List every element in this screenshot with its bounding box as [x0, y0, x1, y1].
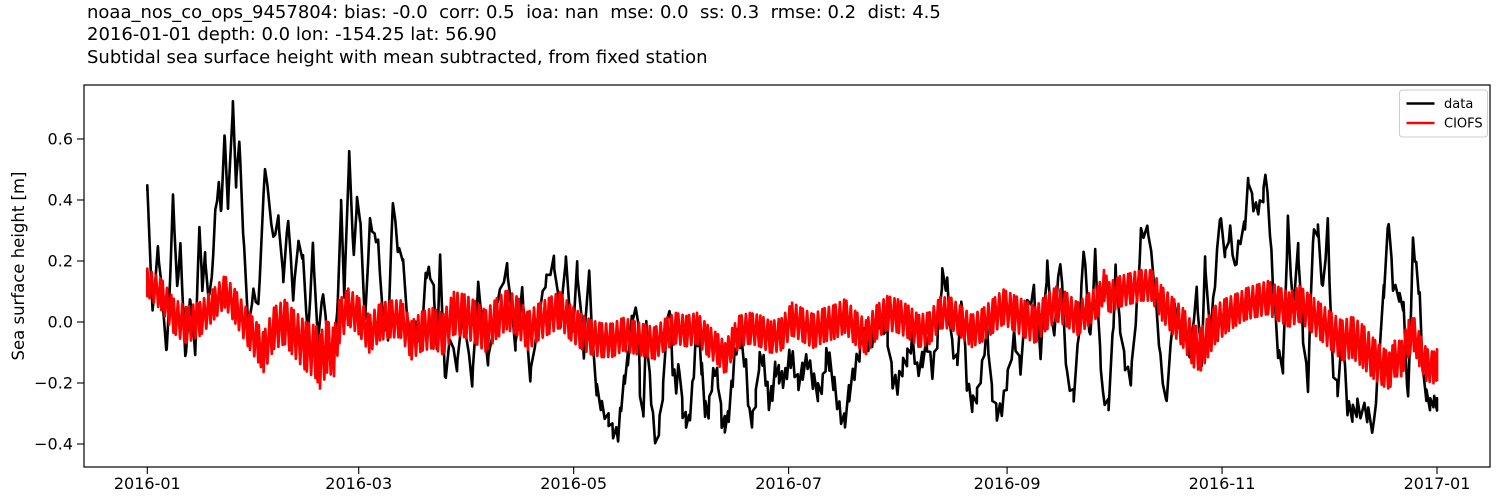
title-line-stats: noaa_nos_co_ops_9457804: bias: -0.0 corr…: [87, 2, 941, 23]
y-tick-label: 0.0: [48, 312, 73, 331]
y-tick-label: 0.6: [48, 129, 73, 148]
x-tick-label: 2016-03: [325, 474, 392, 493]
y-tick-label: 0.4: [48, 190, 73, 209]
series-line-CIOFS: [145, 267, 1439, 390]
y-tick-label: −0.4: [34, 435, 73, 454]
x-tick-label: 2016-01: [114, 474, 181, 493]
x-tick-label: 2016-05: [540, 474, 607, 493]
title-line-description: Subtidal sea surface height with mean su…: [87, 46, 708, 68]
x-tick-label: 2017-01: [1404, 474, 1471, 493]
figure-titles: noaa_nos_co_ops_9457804: bias: -0.0 corr…: [87, 2, 941, 69]
series-line-data: [146, 99, 1439, 445]
plot-border: [83, 84, 1491, 468]
legend-label-CIOFS: CIOFS: [1444, 117, 1483, 132]
y-tick-label: −0.2: [34, 373, 73, 392]
x-tick-label: 2016-11: [1189, 474, 1256, 493]
legend-label-data: data: [1444, 97, 1473, 112]
legend: data CIOFS: [1399, 89, 1488, 138]
x-tick-label: 2016-09: [974, 474, 1041, 493]
legend-box: [1399, 89, 1488, 138]
y-tick-label: 0.2: [48, 251, 73, 270]
title-line-station: 2016-01-01 depth: 0.0 lon: -154.25 lat: …: [87, 24, 497, 46]
x-tick-label: 2016-07: [755, 474, 822, 493]
